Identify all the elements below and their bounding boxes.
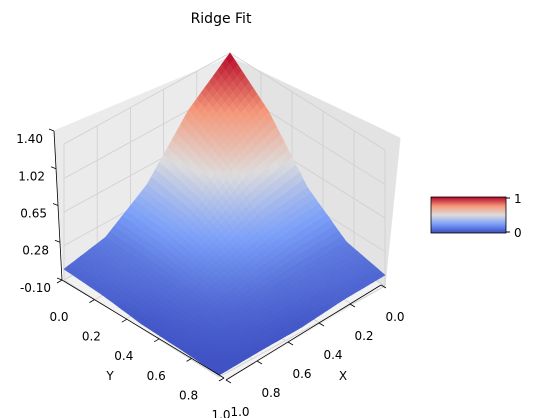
x-tick-label-5: 1.0 [230,405,249,418]
z-tick-label-0: -0.10 [20,281,51,295]
y-tick-label-5: 1.0 [211,408,230,418]
x-tick-label-4: 0.8 [261,386,280,400]
colorbar-label-0: 0 [514,226,522,240]
y-tick-label-4: 0.8 [179,388,198,402]
x-axis-label: X [339,369,347,383]
surface-mesh [63,52,386,376]
x-tick-5 [225,379,232,384]
x-tick-label-2: 0.4 [323,348,342,362]
z-tick-label-3: 1.02 [18,170,45,184]
x-tick-3 [287,341,294,346]
colorbar-gradient [430,196,507,234]
x-tick-4 [256,360,263,365]
y-tick-label-1: 0.2 [82,330,101,344]
x-tick-0 [380,284,387,289]
z-tick-1 [54,239,61,243]
y-tick-4 [186,358,192,362]
y-tick-2 [121,318,128,323]
x-tick-1 [349,303,356,308]
chart-title: Ridge Fit [191,11,252,27]
x-tick-label-1: 0.2 [354,329,373,343]
x-tick-label-0: 0.0 [385,310,404,324]
z-tick-2 [52,203,59,206]
y-tick-label-3: 0.6 [147,369,166,383]
floor-grid-x-5 [218,285,386,378]
y-tick-1 [89,299,95,303]
x-tick-2 [318,322,325,327]
y-axis-line [61,279,225,379]
colorbar-label-1: 1 [514,192,522,206]
z-tick-0 [56,277,63,281]
z-tick-label-2: 0.65 [20,207,47,221]
y-tick-label-2: 0.4 [114,349,133,363]
y-tick-0 [56,279,63,284]
x-tick-label-3: 0.6 [292,367,311,381]
z-tick-label-1: 0.28 [22,243,49,257]
x-axis-line [225,284,382,381]
y-tick-3 [153,338,160,343]
axes: 0.0 0.2 0.4 0.6 0.8 1.0 0.0 0.2 0.4 0.6 0.8 1.0 -0.1… [16,128,405,418]
y-axis-label: Y [105,369,114,383]
colorbar: 1 0 [430,192,522,240]
z-tick-4 [48,128,55,132]
y-tick-label-0: 0.0 [49,310,68,324]
z-tick-label-4: 1.40 [16,132,43,146]
y-tick-5 [218,377,225,382]
z-tick-3 [50,166,57,170]
